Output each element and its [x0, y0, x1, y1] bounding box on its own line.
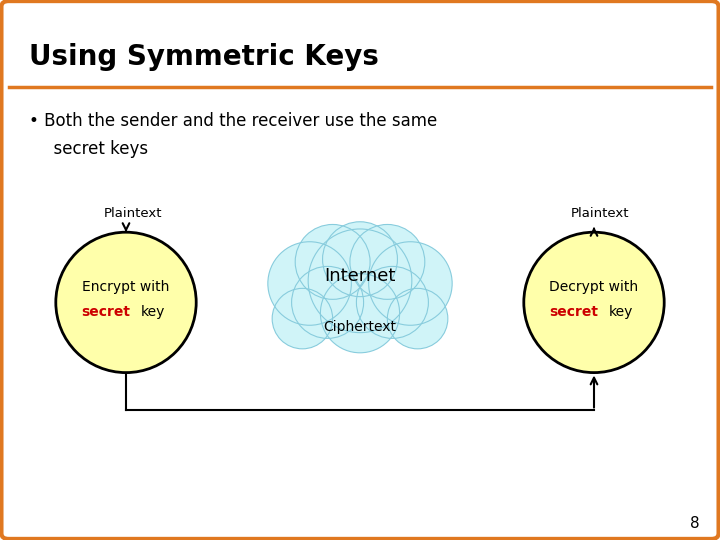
- Text: Using Symmetric Keys: Using Symmetric Keys: [29, 43, 379, 71]
- Text: Encrypt with: Encrypt with: [82, 280, 170, 294]
- Ellipse shape: [268, 242, 351, 325]
- Ellipse shape: [320, 274, 400, 353]
- Ellipse shape: [369, 242, 452, 325]
- Ellipse shape: [356, 266, 428, 339]
- Ellipse shape: [323, 222, 397, 296]
- Text: secret: secret: [81, 305, 130, 319]
- Text: key: key: [609, 305, 634, 319]
- Ellipse shape: [523, 232, 665, 373]
- Text: Decrypt with: Decrypt with: [549, 280, 639, 294]
- Text: • Both the sender and the receiver use the same: • Both the sender and the receiver use t…: [29, 112, 437, 131]
- Text: key: key: [141, 305, 166, 319]
- Ellipse shape: [272, 288, 333, 349]
- Text: Plaintext: Plaintext: [570, 207, 629, 220]
- Ellipse shape: [295, 225, 370, 299]
- Ellipse shape: [350, 225, 425, 299]
- Text: Ciphertext: Ciphertext: [323, 320, 397, 334]
- Text: Internet: Internet: [324, 267, 396, 286]
- Text: 8: 8: [690, 516, 700, 531]
- Ellipse shape: [308, 229, 412, 333]
- Text: secret: secret: [549, 305, 598, 319]
- Text: secret keys: secret keys: [43, 139, 148, 158]
- Ellipse shape: [292, 266, 364, 339]
- Ellipse shape: [55, 232, 196, 373]
- Text: Plaintext: Plaintext: [104, 207, 163, 220]
- Ellipse shape: [387, 288, 448, 349]
